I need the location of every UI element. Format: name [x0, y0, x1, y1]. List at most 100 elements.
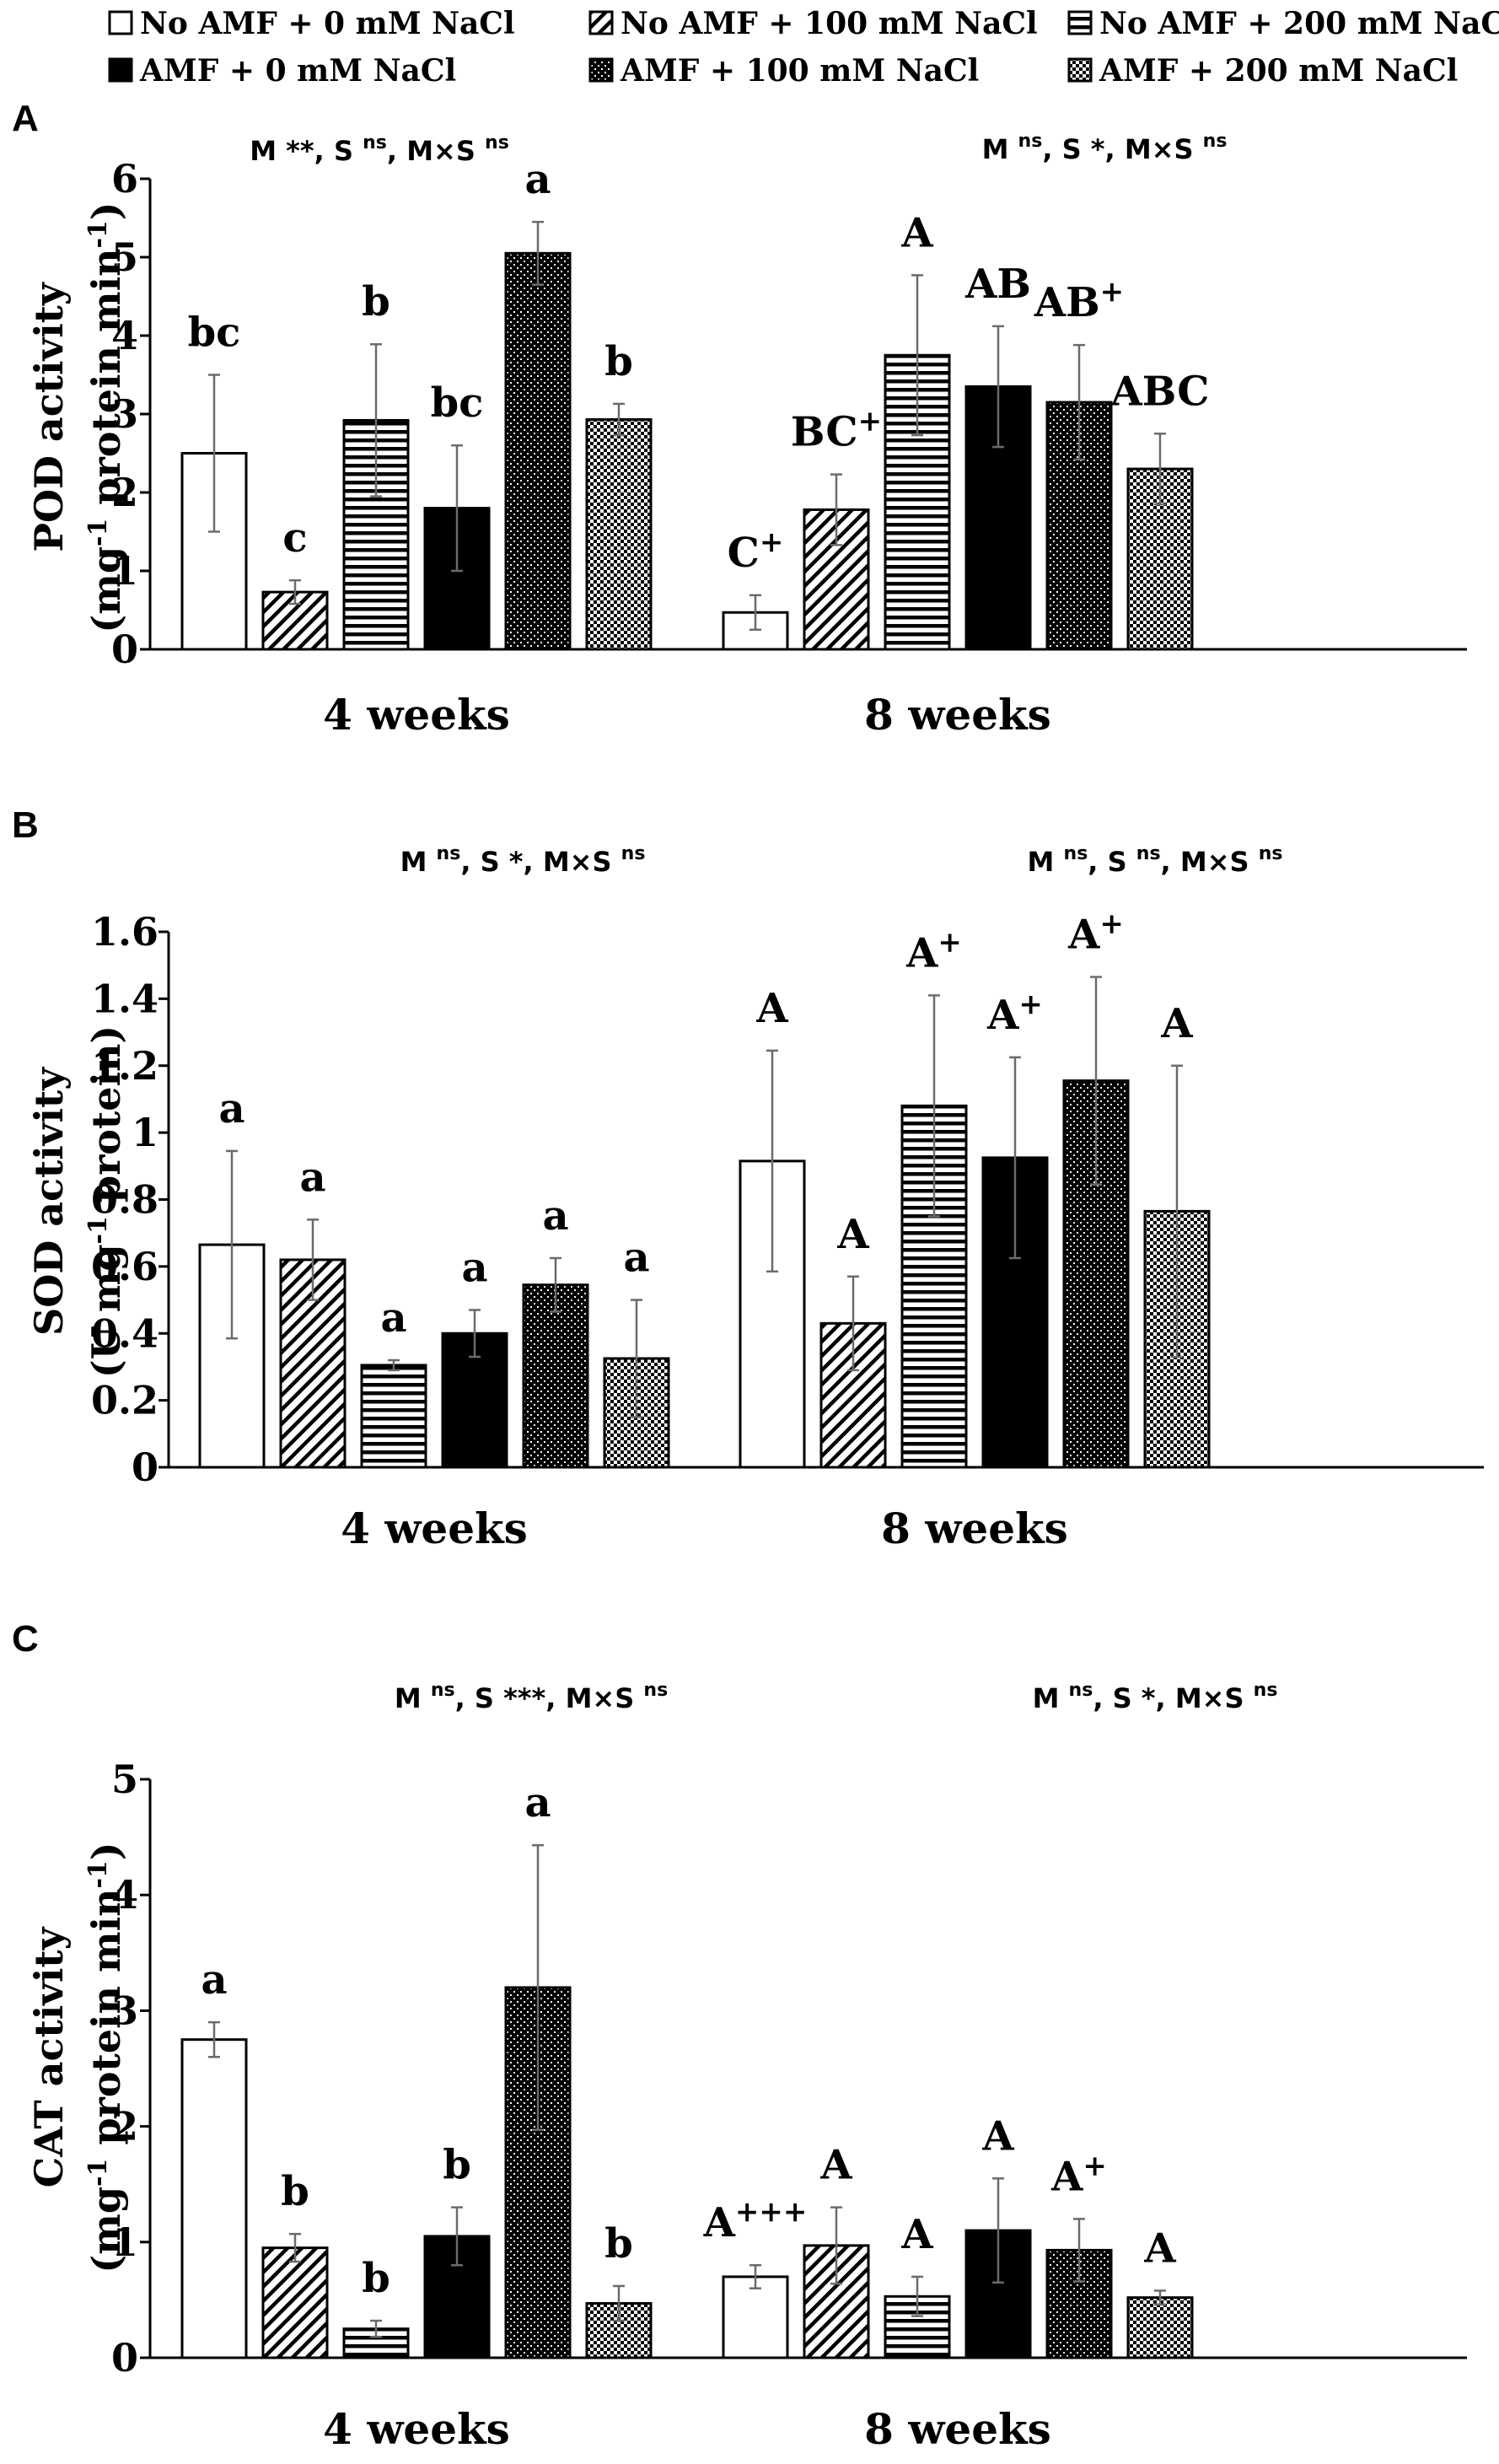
significance-letter: AB+ — [1034, 275, 1124, 326]
error-bar — [750, 594, 761, 631]
error-bars — [226, 976, 1183, 1418]
significance-letter: b — [604, 338, 633, 385]
stats-annotation: M ns, S *, M×S ns — [1033, 1680, 1278, 1714]
y-axis: 0 0.2 0.4 0.6 0.8 1 1.2 1.4 1.6 — [91, 909, 1484, 1490]
significance-letter: A — [1160, 1000, 1193, 1047]
error-bar — [370, 2319, 382, 2338]
stats-annotation: M **, S ns, M×S ns — [250, 132, 509, 167]
legend-label: AMF + 200 mM NaCl — [1099, 53, 1458, 89]
y-tick-label: 0.2 — [91, 1378, 158, 1423]
significance-letter: a — [299, 1154, 325, 1201]
legend-swatch — [1067, 57, 1093, 83]
legend-item: No AMF + 100 mM NaCl — [588, 6, 1038, 41]
significance-letter: A+ — [1067, 907, 1124, 959]
y-tick-label: 0.6 — [91, 1244, 158, 1289]
error-bar — [388, 1358, 400, 1372]
y-tick-label: 2 — [111, 470, 138, 515]
significance-letters: bc C+ c BC+ b Abc AB a AB+ b ABC — [188, 156, 1210, 577]
legend-swatch — [588, 10, 614, 35]
significance-letter: A — [900, 2211, 933, 2258]
significance-letter: b — [604, 2220, 633, 2268]
error-bar — [307, 1219, 319, 1301]
error-bar — [750, 2263, 761, 2289]
y-axis-title: CAT activity — [26, 1926, 72, 2187]
panel-a: A POD activity (mg-1 protein min-1) 0 1 2 3… — [12, 98, 1467, 740]
error-bar — [532, 220, 544, 286]
y-tick-label: 5 — [111, 1757, 138, 1802]
significance-letter: A+ — [905, 925, 962, 976]
significance-letter: c — [282, 514, 307, 562]
legend-swatch — [1067, 10, 1093, 35]
y-tick-label: 0 — [132, 1445, 158, 1490]
error-bar — [1090, 976, 1102, 1186]
significance-letter: bc — [188, 309, 241, 357]
y-tick-label: 0 — [111, 627, 138, 672]
error-bar — [992, 2177, 1004, 2284]
significance-letter: b — [362, 2255, 390, 2302]
y-tick-label: 0.4 — [91, 1310, 158, 1356]
legend-item: AMF + 100 mM NaCl — [588, 53, 979, 89]
bar — [261, 2246, 329, 2359]
y-tick-label: 3 — [111, 391, 138, 437]
y-tick-label: 3 — [111, 1988, 138, 2033]
bar — [360, 1364, 427, 1469]
significance-letter: A — [981, 2112, 1014, 2160]
panel-b: B SOD activity (U mg-1 protein) 00.20.40… — [12, 804, 1484, 1553]
bar — [585, 418, 653, 651]
legend-label: No AMF + 100 mM NaCl — [621, 6, 1038, 41]
significance-letter: ABC — [1110, 368, 1210, 415]
x-tick-label: 8 weeks — [881, 1504, 1068, 1553]
significance-letter: b — [362, 278, 390, 325]
bars — [198, 1079, 1211, 1469]
legend-item: No AMF + 200 mM NaCl — [1067, 6, 1499, 41]
error-bar — [370, 342, 382, 498]
x-axis-labels: 4 weeks 8 weeks — [341, 1504, 1068, 1553]
y-tick-label: 0.8 — [91, 1177, 158, 1223]
y-tick-label: 4 — [111, 313, 138, 358]
significance-letter: a — [461, 1244, 487, 1291]
error-bar — [289, 2232, 301, 2263]
error-bar — [1171, 1064, 1183, 1358]
significance-letter: a — [380, 1294, 406, 1342]
significance-letter: A — [1143, 2225, 1176, 2272]
significance-letter: a — [623, 1235, 649, 1282]
error-bar — [911, 2275, 923, 2317]
significance-letter: A+ — [1050, 2149, 1107, 2200]
legend-label: AMF + 100 mM NaCl — [620, 53, 979, 89]
stats-annotation: M ns, S ns, M×S ns — [1028, 843, 1283, 878]
x-axis-labels: 4 weeks 8 weeks — [323, 2404, 1051, 2454]
error-bar — [451, 2206, 463, 2267]
legend-swatch — [108, 10, 133, 35]
error-bar — [1073, 2218, 1085, 2283]
significance-letters: a Aa Aa A+ a A+ a A+ a A — [218, 907, 1193, 1342]
bar — [722, 2275, 789, 2359]
y-axis-unit: (mg-1 protein min-1) — [83, 1842, 129, 2273]
y-tick-label: 1 — [111, 548, 138, 594]
legend-label: No AMF + 200 mM NaCl — [1099, 6, 1499, 41]
error-bar — [1154, 433, 1166, 506]
error-bar — [208, 374, 220, 533]
error-bar — [469, 1309, 481, 1358]
significance-letter: A+++ — [703, 2195, 808, 2246]
error-bar — [550, 1256, 561, 1313]
error-bar — [1154, 2289, 1166, 2306]
stats-annotation: M ns, S *, M×S ns — [400, 843, 646, 878]
error-bar — [631, 1299, 642, 1418]
error-bar — [208, 2020, 220, 2058]
stats-annotation: M ns, S ***, M×S ns — [395, 1680, 668, 1714]
x-tick-label: 4 weeks — [341, 1504, 528, 1553]
error-bar — [613, 2284, 625, 2322]
error-bar — [1073, 343, 1085, 461]
legend-item: No AMF + 0 mM NaCl — [108, 6, 515, 41]
y-tick-label: 2 — [111, 2104, 138, 2149]
bar — [504, 251, 572, 651]
y-tick-label: 1 — [132, 1110, 158, 1155]
stats-annotations: M ns, S *, M×S ns M ns, S ns, M×S ns — [400, 843, 1283, 878]
significance-letter: AB — [964, 261, 1031, 308]
significance-letter: b — [443, 2142, 471, 2189]
significance-letter: a — [201, 1956, 227, 2004]
y-axis-title: POD activity — [26, 282, 72, 552]
error-bar — [451, 444, 463, 573]
significance-letter: C+ — [728, 525, 784, 577]
x-tick-label: 4 weeks — [323, 690, 510, 740]
